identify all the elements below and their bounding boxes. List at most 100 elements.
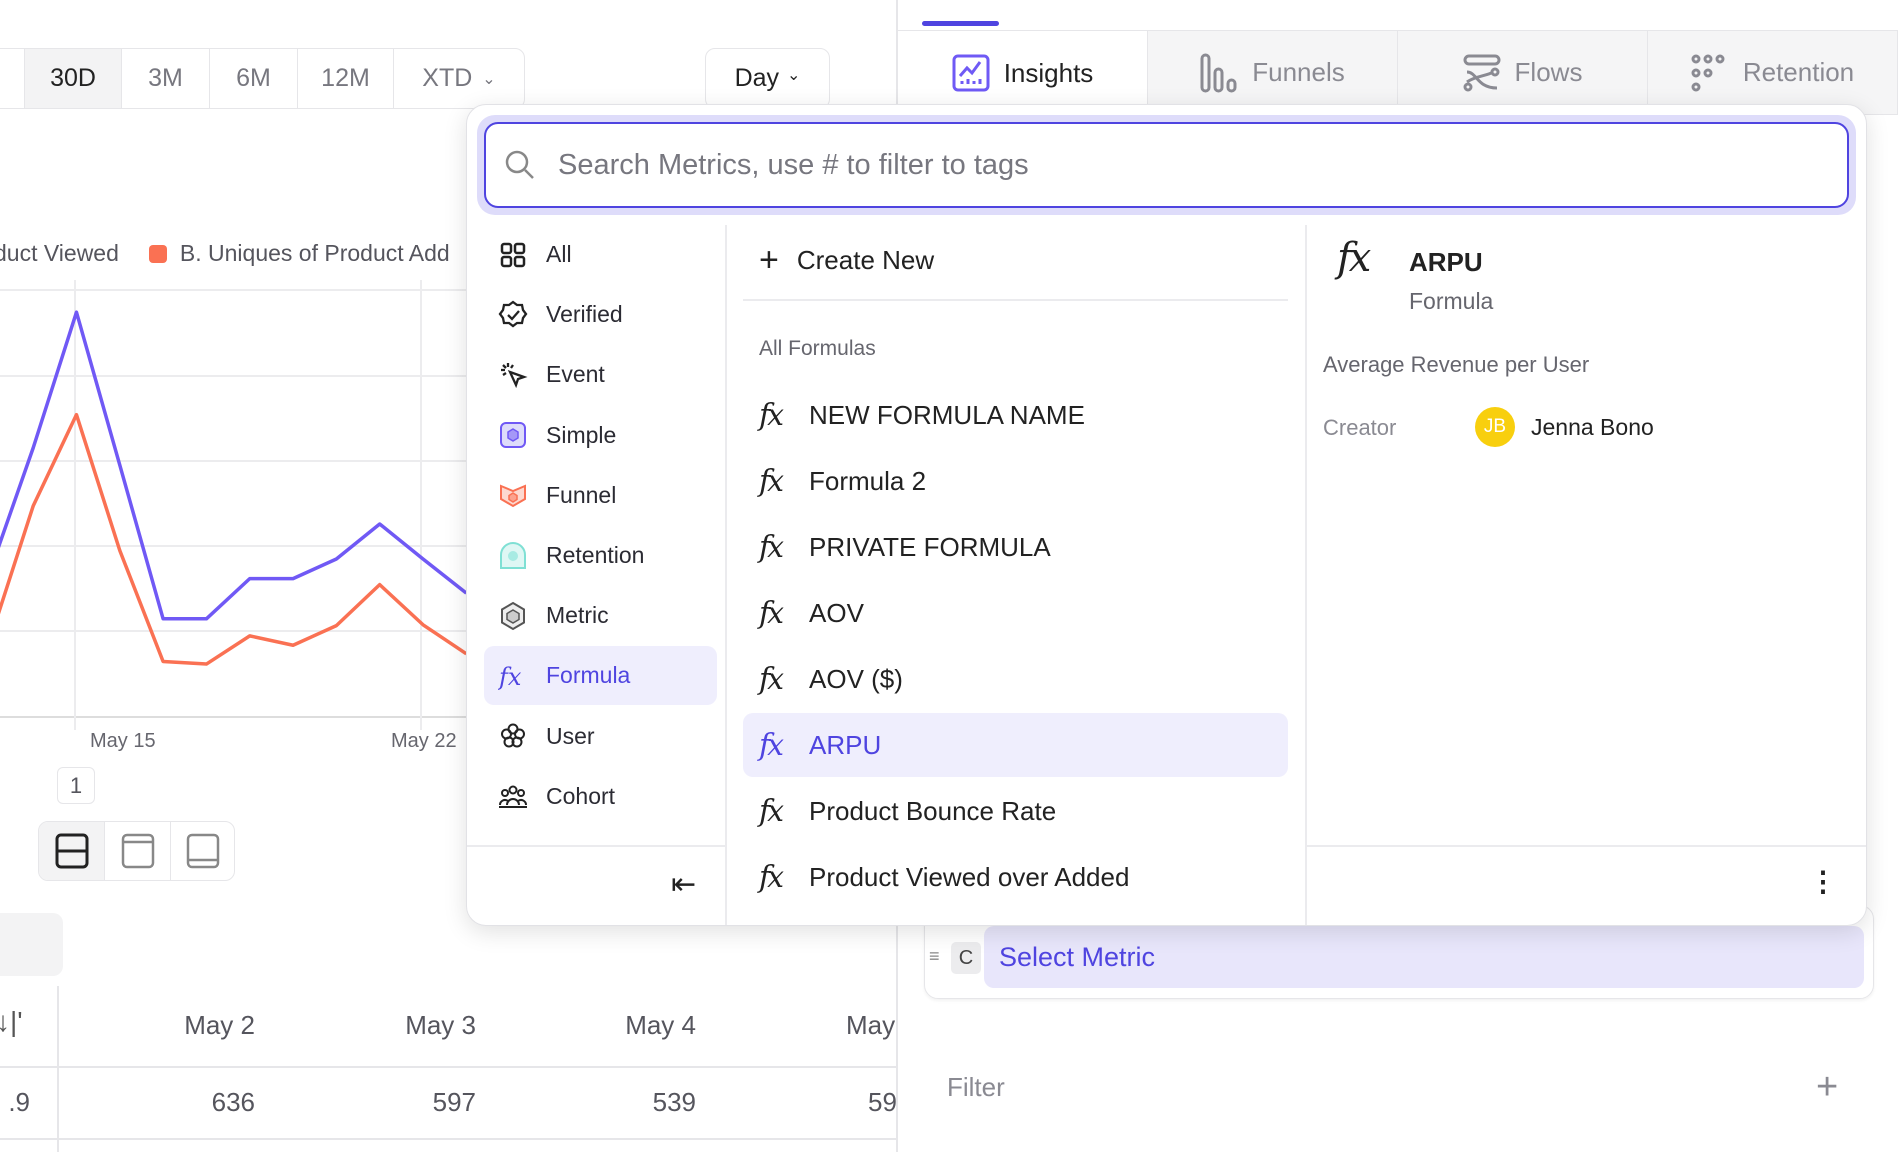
layout-table-only-button[interactable] (171, 822, 234, 880)
range-30d[interactable]: 30D (25, 49, 122, 108)
formula-item[interactable]: fx AOV (743, 581, 1288, 645)
add-filter-button[interactable]: + (1816, 1066, 1839, 1108)
collapse-sidebar-icon[interactable]: ⇤ (671, 868, 697, 901)
category-label: Retention (546, 542, 645, 568)
formula-item[interactable]: fx NEW FORMULA NAME (743, 383, 1288, 447)
column-header[interactable]: May (846, 1010, 896, 1040)
funnel-icon (498, 480, 528, 510)
tab-retention[interactable]: Retention (1648, 31, 1898, 115)
category-label: Metric (546, 602, 609, 629)
metric-search-input[interactable]: Search Metrics, use # to filter to tags (484, 122, 1849, 208)
formula-label: PRIVATE FORMULA (809, 531, 1051, 562)
formula-item[interactable]: fx Product Bounce Rate (743, 779, 1288, 843)
category-formula[interactable]: fx Formula (484, 646, 717, 706)
table-search-block[interactable] (0, 913, 63, 976)
table-cell: 539 (652, 1087, 696, 1117)
layout-split-icon (55, 833, 88, 869)
x-tick-label: May 15 (90, 730, 156, 752)
series-line-b[interactable] (0, 412, 468, 666)
legend-swatch-b (148, 244, 167, 263)
range-6m[interactable]: 6M (210, 49, 298, 108)
formula-item[interactable]: fx AOV ($) (743, 647, 1288, 711)
event-cursor-icon (498, 360, 528, 390)
grid-icon (498, 240, 528, 270)
formula-item[interactable]: fx PRIVATE FORMULA (743, 515, 1288, 579)
time-range-prev[interactable] (0, 49, 25, 108)
table-cell: .9 (8, 1087, 30, 1117)
category-retention[interactable]: Retention (484, 526, 717, 585)
more-options-icon[interactable]: ⋮ (1809, 866, 1837, 897)
table-col-divider (57, 986, 59, 1152)
table-cell: 636 (211, 1087, 255, 1117)
tab-label: Retention (1742, 57, 1855, 87)
layout-toggle-group (38, 821, 235, 881)
create-new-button[interactable]: + Create New (759, 241, 934, 280)
category-label: Event (546, 361, 605, 388)
layout-split-button[interactable] (39, 822, 105, 880)
search-placeholder: Search Metrics, use # to filter to tags (558, 148, 1029, 181)
table-row-divider (0, 1066, 897, 1068)
category-funnel[interactable]: Funnel (484, 466, 717, 525)
tab-insights[interactable]: Insights (898, 31, 1148, 115)
tab-funnels[interactable]: Funnels (1148, 31, 1398, 115)
category-verified[interactable]: Verified (484, 285, 717, 344)
select-metric-button[interactable]: Select Metric (984, 926, 1864, 988)
flows-icon (1463, 54, 1501, 91)
layout-chart-only-button[interactable] (105, 822, 171, 880)
category-simple[interactable]: Simple (484, 406, 717, 465)
formula-icon: fx (498, 661, 528, 691)
formula-icon: fx (1337, 235, 1371, 281)
retention-icon (1691, 54, 1725, 91)
interval-dropdown[interactable]: Day ⌄ (705, 48, 830, 109)
column-header[interactable]: May 4 (625, 1010, 696, 1040)
detail-footer-divider (1306, 845, 1866, 847)
formula-item[interactable]: fx Formula 2 (743, 449, 1288, 513)
category-label: Funnel (546, 481, 617, 508)
formula-icon: fx (759, 529, 784, 565)
formula-label: AOV (809, 597, 864, 628)
category-cohort[interactable]: Cohort (484, 767, 717, 826)
formula-icon: fx (759, 397, 784, 433)
column-header[interactable]: May 2 (184, 1010, 255, 1040)
formula-label: NEW FORMULA NAME (809, 399, 1085, 430)
layout-top-icon (121, 833, 154, 869)
series-line-a[interactable] (0, 310, 468, 621)
table-cell: 59 (868, 1087, 897, 1117)
category-user[interactable]: User (484, 707, 717, 766)
simple-metric-icon (498, 420, 528, 450)
range-12m[interactable]: 12M (298, 49, 394, 108)
report-tabs: Insights Funnels Flows Retention (897, 30, 1898, 115)
column-divider (725, 225, 727, 925)
sort-icon[interactable]: ↓|' (0, 1006, 23, 1037)
formula-item[interactable]: fx ARPU (743, 713, 1288, 777)
page-indicator[interactable]: 1 (57, 767, 95, 804)
create-new-divider (743, 299, 1288, 301)
tab-label: Insights (1003, 57, 1094, 88)
formula-icon: fx (759, 727, 784, 763)
formula-icon: fx (759, 661, 784, 697)
category-metric[interactable]: Metric (484, 586, 717, 645)
legend-item-a[interactable]: duct Viewed (0, 240, 119, 266)
filter-label: Filter (947, 1072, 1005, 1102)
section-title: All Formulas (759, 337, 876, 360)
detail-description: Average Revenue per User (1323, 352, 1590, 377)
formula-icon: fx (759, 859, 784, 895)
category-label: User (546, 722, 595, 749)
legend-item-b[interactable]: B. Uniques of Product Add (179, 240, 450, 266)
column-header[interactable]: May 3 (405, 1010, 476, 1040)
formula-icon: fx (759, 595, 784, 631)
range-xtd[interactable]: XTD ⌄ (394, 49, 524, 108)
range-xtd-label: XTD (422, 64, 473, 92)
category-all[interactable]: All (484, 225, 717, 284)
interval-label: Day (734, 64, 780, 92)
formula-item[interactable]: fx Product Viewed over Added (743, 845, 1288, 909)
drag-handle-icon[interactable]: ≡ (929, 946, 940, 966)
metric-picker-popup: Search Metrics, use # to filter to tags … (466, 104, 1867, 926)
retention-icon (498, 541, 528, 571)
range-3m[interactable]: 3M (122, 49, 210, 108)
active-tab-indicator (922, 21, 999, 26)
category-label: All (546, 241, 572, 267)
table-row-divider (0, 1138, 897, 1140)
category-event[interactable]: Event (484, 345, 717, 404)
tab-flows[interactable]: Flows (1398, 31, 1648, 115)
